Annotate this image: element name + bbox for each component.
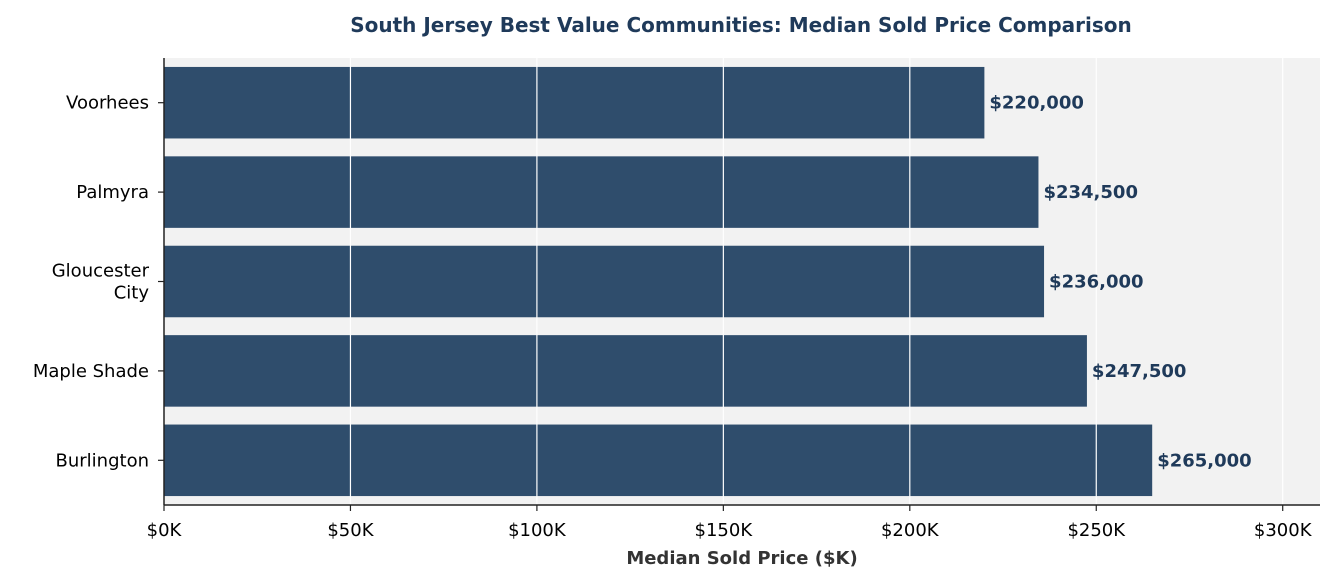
x-tick-label: $100K <box>508 520 567 541</box>
bar-value-labels: $220,000 $234,500 $236,000 $247,500 $265,000 <box>989 93 1251 472</box>
x-tick-label: $300K <box>1254 520 1313 541</box>
grid-lines <box>349 58 1284 505</box>
bar <box>164 66 985 139</box>
x-axis-ticks: $0K $50K $100K $150K $200K $250K $300K <box>147 505 1313 541</box>
y-tick-label: Maple Shade <box>33 361 149 382</box>
y-tick-label: Voorhees <box>66 93 149 114</box>
x-axis-title: Median Sold Price ($K) <box>626 548 857 569</box>
x-tick-label: $250K <box>1067 520 1126 541</box>
bars <box>164 66 1153 497</box>
x-tick-label: $200K <box>881 520 940 541</box>
x-tick-label: $150K <box>695 520 754 541</box>
y-tick-label: Gloucester City <box>52 261 150 304</box>
x-tick-label: $0K <box>147 520 183 541</box>
bar-value-label: $220,000 <box>989 93 1084 114</box>
y-axis-ticks: Voorhees Palmyra Gloucester City Maple Shade… <box>33 93 164 471</box>
bar <box>164 424 1153 497</box>
y-tick-label: Burlington <box>56 450 149 471</box>
bar-value-label: $236,000 <box>1049 272 1144 293</box>
bar <box>164 245 1045 318</box>
chart-title: South Jersey Best Value Communities: Med… <box>350 13 1132 37</box>
bar-value-label: $265,000 <box>1157 450 1252 471</box>
bar-value-label: $234,500 <box>1043 182 1138 203</box>
bar <box>164 156 1039 228</box>
y-tick-label: Palmyra <box>76 182 149 203</box>
x-tick-label: $50K <box>327 520 374 541</box>
bar-value-label: $247,500 <box>1092 361 1187 382</box>
bar <box>164 335 1087 407</box>
